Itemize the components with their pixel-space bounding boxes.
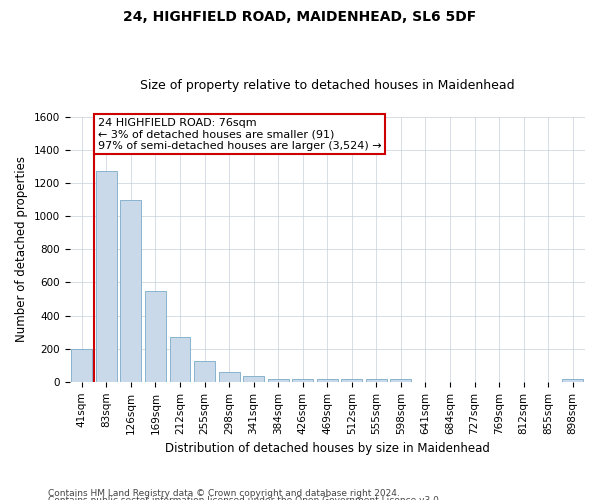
Bar bbox=[194, 361, 215, 382]
Bar bbox=[562, 380, 583, 382]
Bar bbox=[366, 380, 387, 382]
Text: Contains HM Land Registry data © Crown copyright and database right 2024.: Contains HM Land Registry data © Crown c… bbox=[48, 488, 400, 498]
Bar bbox=[218, 372, 239, 382]
Text: Contains public sector information licensed under the Open Government Licence v3: Contains public sector information licen… bbox=[48, 496, 442, 500]
Y-axis label: Number of detached properties: Number of detached properties bbox=[15, 156, 28, 342]
Bar bbox=[170, 337, 190, 382]
Bar bbox=[341, 380, 362, 382]
Bar bbox=[96, 172, 117, 382]
Bar bbox=[268, 380, 289, 382]
Bar bbox=[243, 376, 264, 382]
Text: 24, HIGHFIELD ROAD, MAIDENHEAD, SL6 5DF: 24, HIGHFIELD ROAD, MAIDENHEAD, SL6 5DF bbox=[124, 10, 476, 24]
Bar bbox=[145, 290, 166, 382]
Bar bbox=[391, 380, 412, 382]
Bar bbox=[292, 380, 313, 382]
X-axis label: Distribution of detached houses by size in Maidenhead: Distribution of detached houses by size … bbox=[165, 442, 490, 455]
Text: 24 HIGHFIELD ROAD: 76sqm
← 3% of detached houses are smaller (91)
97% of semi-de: 24 HIGHFIELD ROAD: 76sqm ← 3% of detache… bbox=[98, 118, 382, 151]
Title: Size of property relative to detached houses in Maidenhead: Size of property relative to detached ho… bbox=[140, 79, 515, 92]
Bar bbox=[71, 348, 92, 382]
Bar bbox=[317, 380, 338, 382]
Bar bbox=[121, 200, 142, 382]
